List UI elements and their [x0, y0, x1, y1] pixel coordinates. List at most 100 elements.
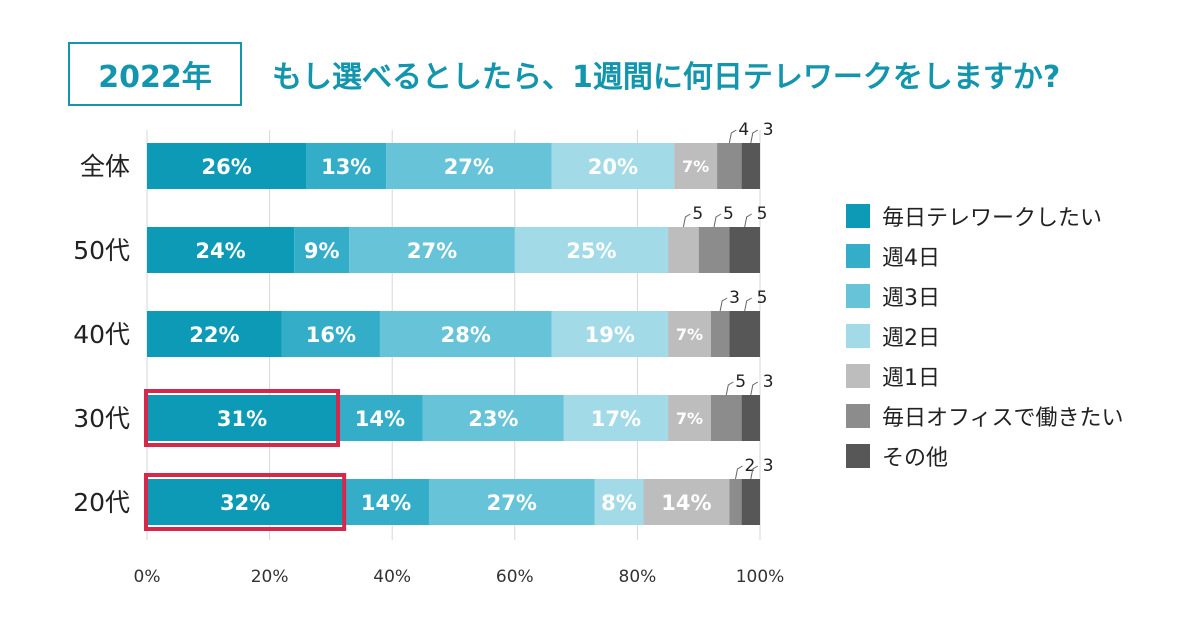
bar-segment [147, 227, 295, 273]
data-label: 26% [202, 155, 252, 179]
x-tick-label: 80% [619, 567, 657, 587]
legend-item: その他 [846, 436, 1124, 476]
data-label: 27% [407, 239, 457, 263]
bar-segment [717, 143, 742, 189]
legend-item: 週1日 [846, 356, 1124, 396]
outside-data-label: 5 [757, 204, 768, 224]
legend-item: 毎日テレワークしたい [846, 196, 1124, 236]
data-label: 24% [195, 239, 245, 263]
leader-line [750, 129, 759, 144]
legend-label: 毎日オフィスで働きたい [882, 406, 1124, 431]
outside-data-label: 3 [763, 372, 774, 392]
bar-segment [668, 227, 699, 273]
data-label: 7% [676, 325, 703, 344]
highlight-box [144, 389, 341, 447]
year-label-box: 2022年 [68, 42, 242, 106]
year-label: 2022年 [98, 60, 212, 95]
data-label: 14% [361, 491, 411, 515]
leader-line [734, 465, 743, 480]
bar-segment [729, 479, 742, 525]
bar-segment [379, 311, 552, 357]
leader-line [713, 213, 722, 228]
data-label: 13% [321, 155, 371, 179]
legend-item: 週4日 [846, 236, 1124, 276]
leader-line [728, 129, 737, 144]
legend-swatch [846, 284, 870, 308]
legend-item: 週2日 [846, 316, 1124, 356]
bar-segment [514, 227, 669, 273]
x-tick-label: 100% [736, 567, 785, 587]
leader-line [744, 297, 752, 312]
outside-data-label: 3 [763, 456, 774, 476]
category-label: 40代 [73, 320, 130, 349]
legend-swatch [846, 404, 870, 428]
bar-segment [551, 143, 675, 189]
leader-line [750, 381, 759, 396]
outside-data-label: 5 [723, 204, 734, 224]
legend-swatch [846, 324, 870, 348]
bar-segment [741, 395, 760, 441]
data-label: 16% [306, 323, 356, 347]
bar-segment [741, 143, 760, 189]
data-label: 23% [468, 407, 518, 431]
bar-segment [741, 479, 760, 525]
bar-segment [337, 395, 423, 441]
data-label: 14% [355, 407, 405, 431]
data-label: 22% [189, 323, 239, 347]
bar-segment [147, 395, 338, 441]
bar-segment [551, 311, 669, 357]
legend-item: 週3日 [846, 276, 1124, 316]
data-label: 28% [441, 323, 491, 347]
legend-label: 週1日 [882, 366, 940, 391]
leader-line [744, 213, 752, 228]
outside-data-label: 5 [757, 288, 768, 308]
outside-data-label: 3 [729, 288, 740, 308]
data-label: 9% [304, 239, 340, 263]
bar-segment [428, 479, 595, 525]
legend-label: 週2日 [882, 326, 940, 351]
data-label: 27% [487, 491, 537, 515]
outside-data-label: 5 [735, 372, 746, 392]
bar-segment [668, 395, 711, 441]
category-label: 20代 [73, 488, 130, 517]
bar-segment [306, 143, 387, 189]
legend-swatch [846, 364, 870, 388]
legend-swatch [846, 444, 870, 468]
data-label: 7% [682, 157, 709, 176]
leader-line [750, 465, 759, 480]
leader-line [719, 297, 728, 312]
legend: 毎日テレワークしたい 週4日週3日週2日週1日毎日オフィスで働きたい その他 [846, 196, 1124, 476]
bar-segment [710, 395, 742, 441]
category-label: 50代 [73, 236, 130, 265]
bar-segment [349, 227, 515, 273]
bar-segment [729, 227, 760, 273]
highlight-box [144, 473, 347, 531]
bar-segment [422, 395, 564, 441]
data-label: 19% [585, 323, 635, 347]
outside-data-label: 2 [744, 456, 755, 476]
legend-label: 毎日テレワークしたい [882, 206, 1103, 231]
bar-segment [643, 479, 730, 525]
bar-segment [698, 227, 730, 273]
data-label: 32% [220, 491, 270, 515]
outside-data-label: 4 [738, 120, 749, 140]
legend-label: 週4日 [882, 246, 940, 271]
bar-segment [668, 311, 711, 357]
category-label: 全体 [80, 152, 130, 181]
bar-segment [594, 479, 644, 525]
outside-data-label: 5 [692, 204, 703, 224]
data-label: 14% [661, 491, 711, 515]
x-tick-label: 0% [134, 567, 161, 587]
leader-line [682, 213, 691, 228]
x-tick-label: 40% [373, 567, 411, 587]
bar-segment [386, 143, 552, 189]
data-label: 27% [444, 155, 494, 179]
category-label: 30代 [73, 404, 130, 433]
chart-title: もし選べるとしたら、1週間に何日テレワークをしますか? [272, 60, 1061, 95]
data-label: 8% [601, 491, 637, 515]
leader-line [725, 381, 734, 396]
legend-label: その他 [882, 446, 949, 471]
outside-data-label: 3 [763, 120, 774, 140]
legend-swatch [846, 204, 870, 228]
